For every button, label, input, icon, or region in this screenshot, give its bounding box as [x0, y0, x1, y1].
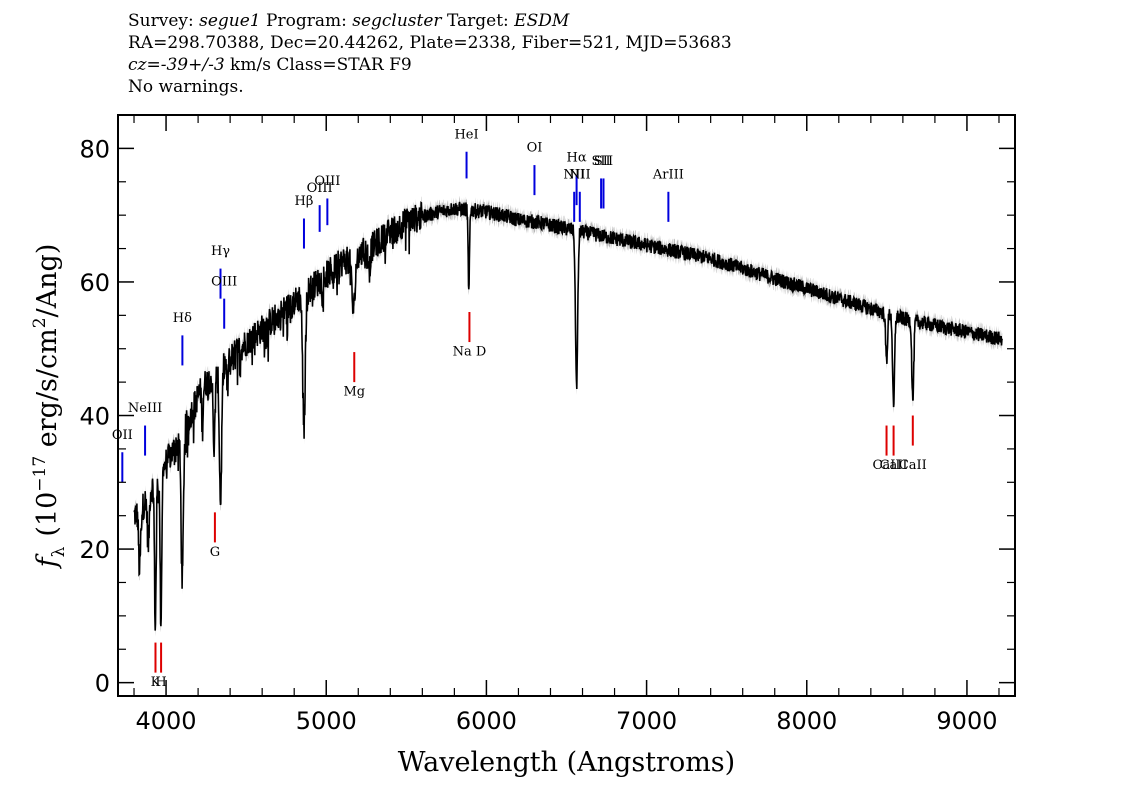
spectrum-series	[133, 201, 1003, 631]
y-axis-close: /Ang)	[32, 244, 63, 318]
emission-line-8: HeI	[454, 127, 479, 179]
emission-line-11: Hα	[567, 151, 587, 206]
x-tick-label: 7000	[616, 707, 677, 735]
emission-line-6: OIII	[307, 181, 333, 232]
y-axis-exp: −17	[30, 456, 50, 492]
absorption-line-0: K	[151, 642, 161, 690]
absorption-line-1: H	[155, 642, 167, 690]
emission-line-label: OIII	[211, 274, 237, 289]
emission-line-label: OIII	[314, 174, 340, 189]
emission-line-label: Hγ	[211, 244, 230, 259]
y-tick-label: 0	[95, 670, 110, 698]
emission-line-label: OII	[112, 428, 133, 443]
y-axis-exp2: 2	[30, 317, 50, 328]
y-axis-lambda: λ	[49, 546, 69, 557]
y-tick-label: 20	[79, 536, 110, 564]
header-line-redshift: cz=-39+/-3 km/s Class=STAR F9	[128, 54, 732, 76]
emission-line-2: Hδ	[173, 311, 192, 366]
absorption-line-5: CaII	[873, 425, 901, 473]
absorption-line-label: Na D	[453, 344, 487, 359]
absorption-line-label: CaII	[899, 458, 927, 473]
emission-line-4: OIII	[211, 274, 237, 329]
x-tick-label: 8000	[776, 707, 837, 735]
spectrum-header: Survey: segue1 Program: segcluster Targe…	[128, 10, 732, 98]
spectrum-line	[133, 201, 1003, 631]
emission-line-label: HeI	[454, 127, 478, 142]
target-label: Target:	[441, 11, 515, 31]
emission-line-13: SII	[592, 154, 611, 209]
emission-line-0: OII	[112, 428, 133, 483]
program-value: segcluster	[352, 11, 442, 31]
cz-value: =-39+/-3	[146, 55, 225, 75]
emission-line-label: Hα	[567, 151, 587, 166]
header-line-survey: Survey: segue1 Program: segcluster Targe…	[128, 10, 732, 32]
absorption-line-3: Mg	[343, 352, 365, 399]
header-line-coordinates: RA=298.70388, Dec=20.44262, Plate=2338, …	[128, 33, 732, 53]
x-axis-title: Wavelength (Angstroms)	[398, 747, 735, 778]
header-line-warnings: No warnings.	[128, 77, 244, 97]
error-band	[134, 195, 1003, 637]
cz-label: cz	[128, 55, 147, 75]
emission-line-label: OI	[527, 141, 543, 156]
y-axis-open: (10	[32, 492, 63, 537]
absorption-line-6: CaII	[880, 425, 908, 473]
emission-line-label: SII	[592, 154, 611, 169]
absorption-line-2: G	[210, 512, 220, 560]
emission-line-10: NII	[563, 167, 585, 222]
y-tick-label: 80	[79, 135, 110, 163]
y-axis-title: fλ (10−17 erg/s/cm2/Ang)	[30, 244, 69, 570]
axis-ticks: 4000 5000 6000 7000 8000 9000 0 20 40 60 80	[79, 115, 1015, 735]
emission-line-12: NII	[569, 167, 591, 222]
class-text: km/s Class=STAR F9	[224, 55, 412, 75]
x-tick-label: 4000	[136, 707, 197, 735]
emission-line-label: NeIII	[128, 401, 162, 416]
x-tick-label: 5000	[296, 707, 357, 735]
y-tick-label: 40	[79, 403, 110, 431]
emission-line-label: NII	[563, 167, 585, 182]
emission-line-9: OI	[527, 141, 543, 196]
absorption-line-label: G	[210, 545, 220, 560]
y-axis-f: f	[32, 553, 63, 569]
absorption-line-label: H	[155, 675, 166, 690]
emission-line-label: Hδ	[173, 311, 192, 326]
emission-line-1: NeIII	[128, 401, 162, 456]
error-band-area	[134, 195, 1003, 637]
x-tick-label: 6000	[456, 707, 517, 735]
x-tick-label: 9000	[936, 707, 997, 735]
emission-line-label: NII	[569, 167, 591, 182]
absorption-line-label: K	[151, 675, 161, 690]
program-label: Program:	[260, 11, 353, 31]
emission-line-label: SII	[594, 154, 613, 169]
absorption-line-4: Na D	[453, 312, 487, 359]
emission-line-15: ArIII	[652, 167, 684, 222]
emission-line-label: ArIII	[652, 167, 684, 182]
absorption-line-label: CaII	[873, 458, 901, 473]
absorption-line-7: CaII	[899, 415, 927, 473]
emission-line-3: Hγ	[211, 244, 230, 299]
absorption-line-label: CaII	[880, 458, 908, 473]
emission-line-5: Hβ	[295, 194, 314, 249]
emission-line-label: Hβ	[295, 194, 314, 209]
emission-line-label: OIII	[307, 181, 333, 196]
survey-label: Survey:	[128, 11, 200, 31]
absorption-line-label: Mg	[343, 384, 365, 399]
emission-line-7: OIII	[314, 174, 340, 226]
y-tick-label: 60	[79, 269, 110, 297]
line-markers: OIINeIIIHδHγOIIIHβOIIIOIIIHeIOINIIHαNIIS…	[112, 127, 927, 690]
target-value: ESDM	[514, 11, 570, 31]
plot-frame	[117, 114, 1016, 697]
survey-value: segue1	[199, 11, 261, 31]
emission-line-14: SII	[594, 154, 613, 209]
y-axis-mid: erg/s/cm	[32, 328, 63, 456]
